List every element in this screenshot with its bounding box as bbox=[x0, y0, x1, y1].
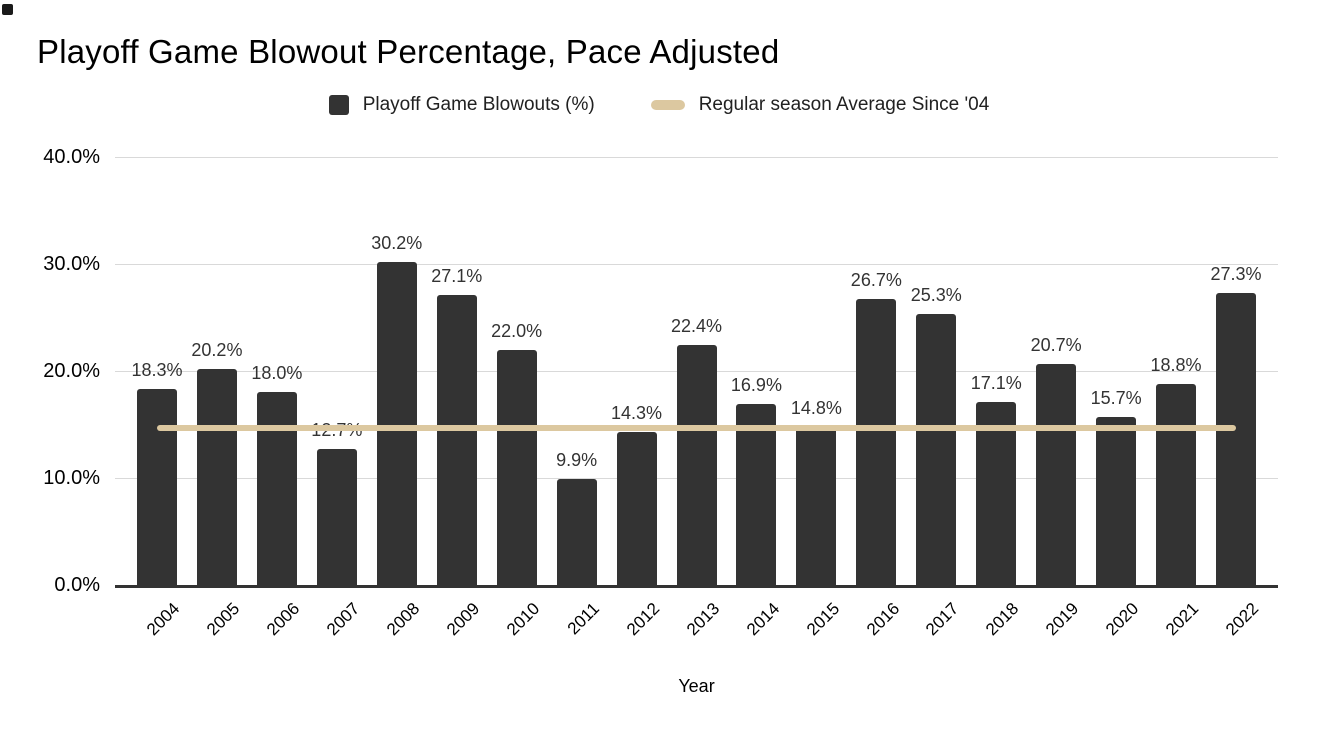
data-label-2006: 18.0% bbox=[251, 363, 303, 384]
bar-2015 bbox=[796, 426, 837, 585]
x-axis-title: Year bbox=[678, 676, 715, 696]
bar-2008 bbox=[376, 261, 417, 585]
y-axis-tick-label: 0.0% bbox=[54, 574, 100, 596]
x-axis-label-2006: 2006 bbox=[263, 599, 304, 640]
legend-label-regular-season-average: Regular season Average Since '04 bbox=[698, 94, 990, 115]
x-axis-label-2010: 2010 bbox=[502, 599, 544, 640]
data-label-2009: 27.1% bbox=[431, 266, 483, 287]
bar-2006 bbox=[256, 392, 297, 585]
data-label-2014: 16.9% bbox=[730, 375, 782, 396]
bar-2010 bbox=[496, 349, 537, 585]
x-axis-label-2015: 2015 bbox=[802, 599, 843, 640]
x-axis-label-2017: 2017 bbox=[922, 599, 963, 640]
bar-2013 bbox=[676, 345, 717, 585]
x-axis-label-2007: 2007 bbox=[323, 599, 364, 640]
legend-item-playoff-blowouts: Playoff Game Blowouts (%) bbox=[328, 94, 595, 116]
y-axis-tick-label: 10.0% bbox=[43, 467, 100, 489]
x-axis-label-2011: 2011 bbox=[563, 599, 604, 639]
data-label-2005: 20.2% bbox=[191, 339, 243, 360]
data-label-2010: 22.0% bbox=[491, 320, 543, 341]
cropped-ui-artifact bbox=[2, 4, 13, 15]
chart-title: Playoff Game Blowout Percentage, Pace Ad… bbox=[37, 33, 780, 70]
data-label-2018: 17.1% bbox=[970, 373, 1022, 394]
line-series-swatch-icon bbox=[650, 100, 685, 110]
y-axis-tick-label: 40.0% bbox=[43, 146, 100, 168]
x-axis-label-2021: 2021 bbox=[1162, 599, 1203, 640]
data-label-2008: 30.2% bbox=[371, 232, 423, 253]
bar-2011 bbox=[556, 479, 597, 585]
x-axis-label-2008: 2008 bbox=[383, 599, 424, 640]
bar-2009 bbox=[436, 295, 477, 585]
x-axis-label-2013: 2013 bbox=[682, 599, 723, 640]
x-axis-label-2009: 2009 bbox=[442, 599, 484, 640]
bar-2019 bbox=[1036, 363, 1077, 585]
bar-2012 bbox=[616, 432, 657, 585]
data-label-2011: 9.9% bbox=[556, 450, 598, 471]
data-label-2012: 14.3% bbox=[611, 403, 663, 423]
x-axis-label-2012: 2012 bbox=[622, 599, 663, 640]
bar-2021 bbox=[1156, 383, 1197, 585]
y-axis-tick-label: 30.0% bbox=[43, 253, 100, 275]
data-label-2017: 25.3% bbox=[910, 285, 962, 306]
y-axis-tick-label: 20.0% bbox=[43, 360, 100, 382]
legend-item-regular-season-average: Regular season Average Since '04 bbox=[650, 94, 990, 116]
bar-series-swatch-icon bbox=[328, 95, 349, 115]
data-label-2021: 18.8% bbox=[1150, 354, 1202, 375]
x-axis-label-2004: 2004 bbox=[143, 599, 184, 640]
data-label-2015: 14.8% bbox=[790, 397, 842, 418]
data-label-2019: 20.7% bbox=[1030, 334, 1082, 355]
chart-plot-area[interactable]: 0.0% 10.0% 20.0% 30.0% 40.0% 18.3% 2004 20.2% 20… bbox=[43, 146, 1278, 639]
legend: Playoff Game Blowouts (%) Regular season… bbox=[0, 94, 1318, 116]
data-label-2013: 22.4% bbox=[670, 316, 723, 337]
average-line bbox=[157, 424, 1236, 431]
data-label-2022: 27.3% bbox=[1210, 263, 1262, 284]
bar-2014 bbox=[736, 404, 777, 585]
bar-2007 bbox=[316, 449, 357, 585]
bar-2022 bbox=[1216, 292, 1256, 585]
bar-2004 bbox=[137, 389, 177, 585]
y-gridline-30 bbox=[115, 263, 1278, 265]
x-axis-label-2018: 2018 bbox=[982, 599, 1023, 640]
bar-2017 bbox=[916, 314, 957, 585]
x-axis-label-2022: 2022 bbox=[1222, 599, 1263, 640]
legend-label-playoff-blowouts: Playoff Game Blowouts (%) bbox=[362, 94, 595, 115]
bar-2020 bbox=[1096, 417, 1137, 585]
x-axis-label-2016: 2016 bbox=[862, 599, 903, 640]
x-axis-label-2014: 2014 bbox=[742, 599, 783, 640]
y-gridline-40 bbox=[115, 156, 1278, 158]
bar-2016 bbox=[856, 299, 897, 585]
x-axis-label-2019: 2019 bbox=[1042, 599, 1083, 640]
bar-2005 bbox=[196, 368, 237, 585]
bar-2018 bbox=[976, 402, 1017, 585]
x-axis-label-2020: 2020 bbox=[1102, 599, 1143, 640]
x-axis-label-2005: 2005 bbox=[203, 599, 244, 640]
data-label-2004: 18.3% bbox=[131, 360, 183, 381]
data-label-2020: 15.7% bbox=[1090, 388, 1142, 409]
data-label-2016: 26.7% bbox=[850, 270, 902, 291]
